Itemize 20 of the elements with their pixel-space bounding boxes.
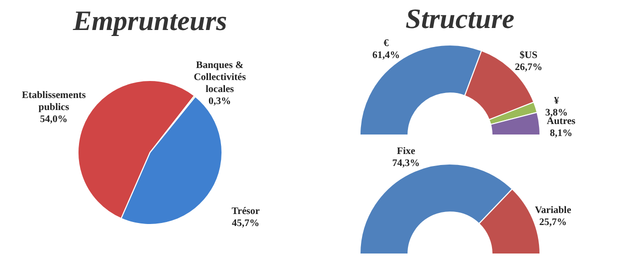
data-label: 54,0%	[40, 114, 68, 126]
slice-label: Variable	[534, 205, 572, 216]
data-label: 25,7%	[539, 217, 567, 228]
data-label: 0,3%	[208, 96, 232, 107]
slice-label: Fixe	[396, 146, 416, 158]
data-label: 61,4%	[372, 50, 400, 61]
slice-label: Autres	[546, 116, 576, 127]
data-label: 3,8%	[545, 107, 568, 118]
data-label: 26,7%	[514, 62, 542, 74]
data-label: 74,3%	[392, 158, 420, 170]
slice-label: Trésor	[232, 206, 260, 217]
slice-label: €	[384, 38, 389, 49]
data-label: 45,7%	[232, 218, 260, 229]
slice-label: ¥	[554, 95, 560, 106]
chart-title: Structure	[406, 4, 514, 35]
slice-label: Banques & Collectivités locales	[194, 60, 246, 95]
slice-label: Etablissements publics	[22, 90, 86, 114]
slice-label: $US	[520, 50, 538, 62]
chart-title: Emprunteurs	[72, 6, 228, 37]
data-label: 8,1%	[550, 128, 572, 139]
